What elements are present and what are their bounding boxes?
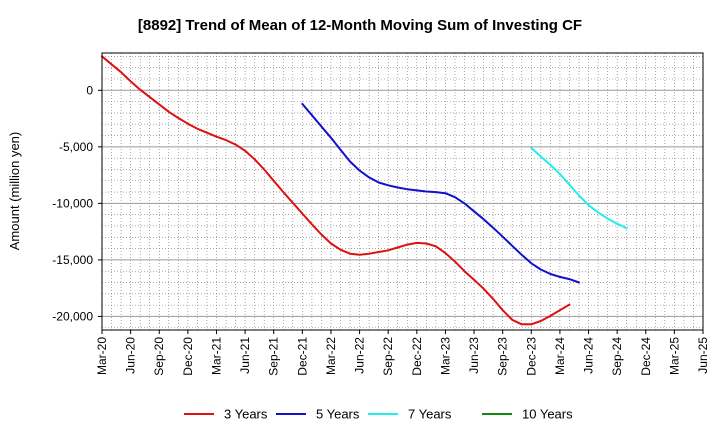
series-line-3-years	[101, 55, 571, 326]
legend-label: 7 Years	[408, 407, 452, 422]
x-tick-label: Jun-25	[696, 337, 710, 374]
series-group	[101, 55, 628, 326]
x-tick-label: Jun-24	[582, 337, 596, 374]
x-tick-label: Jun-20	[124, 337, 138, 374]
x-tick-label: Dec-24	[639, 337, 653, 376]
x-tick-label: Dec-21	[295, 337, 309, 376]
y-tick-label: -5,000	[59, 140, 93, 154]
x-tick-label: Mar-21	[209, 337, 223, 375]
x-tick-label: Jun-21	[238, 337, 252, 374]
x-tick-label: Sep-24	[610, 337, 624, 376]
x-tick-label: Sep-21	[267, 337, 281, 376]
x-tick-label: Sep-22	[381, 337, 395, 376]
series-line-7-years	[530, 147, 628, 230]
grid	[102, 53, 703, 330]
y-tick-label: -20,000	[52, 309, 93, 323]
chart-title: [8892] Trend of Mean of 12-Month Moving …	[138, 17, 582, 34]
legend: 3 Years 5 Years 7 Years 10 Years	[184, 407, 573, 422]
series-line-5-years	[301, 102, 580, 284]
x-tick-label: Sep-23	[496, 337, 510, 376]
y-tick-label: -10,000	[52, 196, 93, 210]
x-tick-label: Jun-22	[353, 337, 367, 374]
x-tick-label: Dec-22	[410, 337, 424, 376]
x-tick-label: Mar-23	[438, 337, 452, 375]
x-tick-label: Mar-22	[324, 337, 338, 375]
x-tick-label: Sep-20	[152, 337, 166, 376]
y-axis-title: Amount (million yen)	[7, 132, 22, 251]
x-tick-label: Dec-20	[181, 337, 195, 376]
x-tick-label: Mar-25	[667, 337, 681, 375]
y-tick-label: -15,000	[52, 253, 93, 267]
y-tick-label: 0	[86, 83, 93, 97]
plot-border	[101, 52, 704, 331]
x-tick-label: Dec-23	[524, 337, 538, 376]
legend-label: 5 Years	[316, 407, 360, 422]
x-tick-label: Mar-20	[95, 337, 109, 375]
legend-label: 3 Years	[224, 407, 268, 422]
x-tick-label: Mar-24	[553, 337, 567, 375]
x-tick-label: Jun-23	[467, 337, 481, 374]
legend-label: 10 Years	[522, 407, 573, 422]
